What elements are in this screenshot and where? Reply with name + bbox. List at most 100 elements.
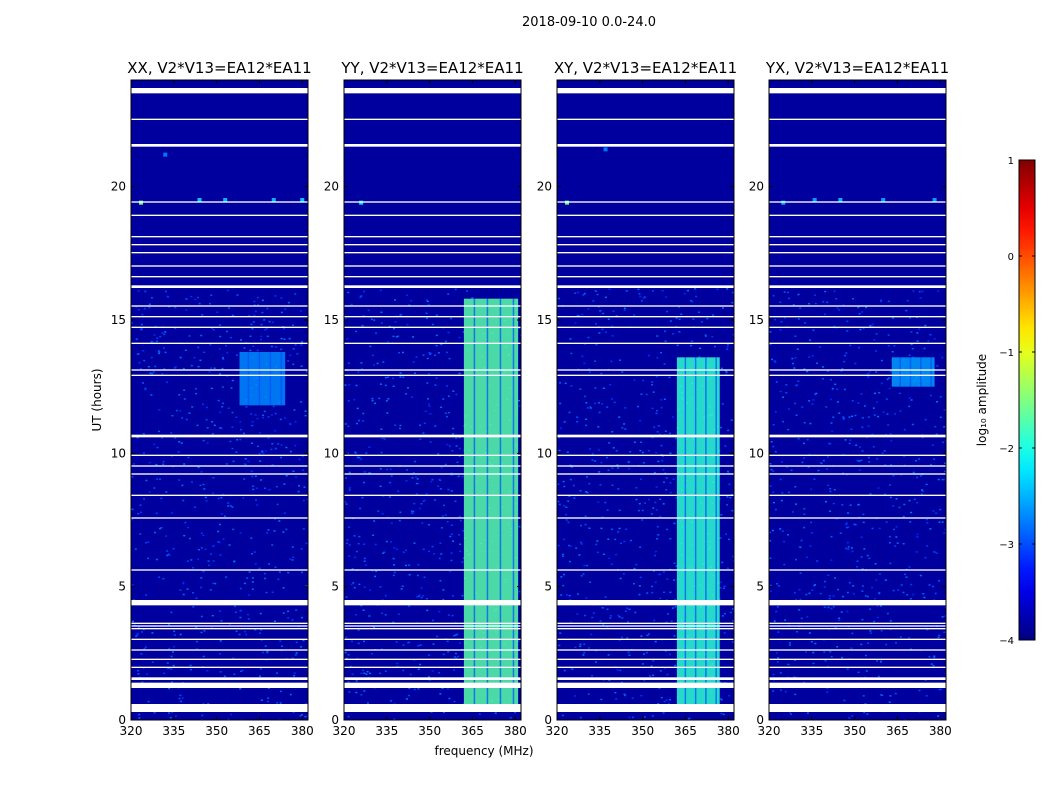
noise-speck: [801, 461, 804, 464]
noise-speck: [271, 442, 274, 445]
noise-speck: [139, 504, 142, 506]
noise-speck: [897, 589, 900, 591]
noise-speck: [274, 429, 277, 432]
noise-speck: [348, 544, 351, 546]
noise-speck: [306, 714, 308, 717]
noise-speck: [162, 577, 165, 580]
noise-speck: [930, 663, 933, 665]
noise-speck: [563, 669, 566, 672]
noise-speck: [273, 620, 276, 623]
noise-speck: [147, 700, 150, 703]
noise-speck: [295, 652, 298, 654]
noise-speck: [347, 654, 350, 656]
noise-speck: [218, 610, 221, 612]
noise-speck: [589, 407, 592, 409]
noise-speck: [848, 416, 851, 418]
noise-speck: [933, 458, 936, 460]
noise-speck: [808, 400, 811, 402]
noise-speck: [370, 652, 373, 655]
noise-speck: [380, 451, 383, 454]
noise-speck: [889, 562, 892, 565]
noise-speck: [300, 401, 303, 403]
noise-speck: [347, 291, 350, 294]
noise-speck: [219, 671, 222, 673]
flagged-band: [557, 658, 734, 660]
noise-speck: [168, 554, 171, 557]
noise-speck: [894, 692, 897, 695]
noise-speck: [805, 651, 808, 653]
noise-speck: [582, 654, 585, 656]
noise-speck: [895, 498, 898, 500]
noise-speck: [698, 356, 701, 358]
noise-speck: [657, 702, 660, 705]
noise-speck: [858, 460, 861, 462]
noise-speck: [277, 578, 280, 581]
y-tick-label: 5: [544, 580, 552, 594]
noise-speck: [797, 318, 800, 320]
noise-speck: [820, 462, 823, 465]
flagged-band: [557, 118, 734, 120]
noise-speck: [450, 472, 453, 475]
noise-speck: [200, 471, 203, 473]
noise-speck: [186, 560, 189, 562]
noise-speck: [371, 354, 374, 357]
noise-speck: [449, 535, 452, 538]
noise-speck: [298, 458, 301, 461]
noise-speck: [190, 559, 193, 561]
noise-speck: [611, 431, 614, 433]
noise-speck: [844, 547, 847, 550]
flagged-band: [344, 628, 521, 630]
noise-speck: [134, 548, 137, 550]
noise-speck: [217, 540, 220, 543]
noise-speck: [346, 337, 349, 340]
flagged-band: [557, 316, 734, 318]
flagged-band: [131, 88, 308, 94]
noise-speck: [638, 509, 641, 512]
noise-speck: [225, 576, 228, 578]
noise-speck: [219, 554, 222, 556]
noise-speck: [638, 585, 641, 587]
noise-speck: [158, 576, 161, 578]
noise-speck: [147, 365, 150, 368]
noise-speck: [429, 412, 432, 415]
noise-speck: [635, 498, 638, 501]
noise-speck: [732, 555, 734, 558]
noise-speck: [891, 350, 894, 353]
flagged-band: [131, 144, 308, 147]
rfi-block: [463, 298, 519, 712]
x-tick-label: 380: [291, 724, 314, 738]
noise-speck: [263, 572, 266, 575]
noise-speck: [905, 576, 908, 578]
noise-speck: [886, 413, 889, 415]
flagged-band: [344, 265, 521, 267]
noise-speck: [935, 512, 938, 514]
colorbar-tick-label: 1: [1008, 156, 1014, 167]
noise-speck: [559, 632, 562, 634]
noise-speck: [726, 496, 729, 498]
noise-speck: [944, 606, 946, 608]
noise-speck: [880, 299, 883, 302]
rfi-block: [239, 352, 286, 406]
noise-speck: [428, 654, 431, 656]
noise-speck: [458, 372, 461, 375]
noise-speck: [142, 350, 145, 352]
noise-speck: [568, 411, 571, 414]
noise-speck: [574, 646, 577, 649]
noise-speck: [931, 444, 934, 446]
noise-speck: [909, 648, 912, 651]
flagged-band: [557, 244, 734, 246]
noise-speck: [247, 618, 250, 620]
noise-speck: [567, 500, 570, 502]
noise-speck: [887, 300, 890, 303]
noise-speck: [846, 610, 849, 613]
noise-speck: [704, 335, 707, 337]
noise-speck: [893, 345, 896, 347]
noise-speck: [254, 499, 257, 501]
noise-speck: [249, 349, 252, 352]
noise-speck: [236, 439, 239, 441]
noise-speck: [785, 391, 788, 394]
noise-speck: [300, 548, 303, 550]
noise-speck: [258, 632, 261, 634]
noise-speck: [782, 396, 785, 399]
noise-speck: [583, 643, 586, 646]
